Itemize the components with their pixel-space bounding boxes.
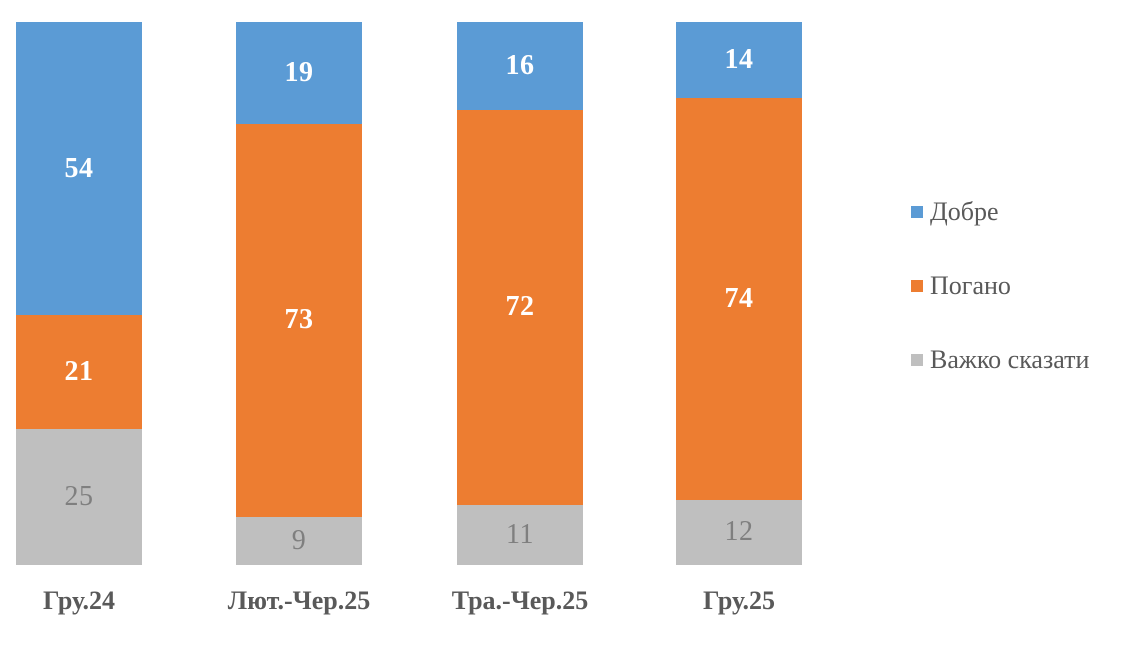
value-label: 12: [724, 516, 754, 548]
legend-item: Погано: [911, 273, 1089, 299]
legend-swatch-icon: [911, 206, 923, 218]
bar-segment: 21: [16, 315, 142, 430]
value-label: 11: [506, 518, 534, 550]
legend-item: Добре: [911, 199, 1089, 225]
bar-segment: 11: [457, 504, 583, 565]
bar-segment: 74: [676, 98, 802, 500]
bar-segment: 9: [236, 516, 362, 565]
bar-segment: 25: [16, 429, 142, 565]
bar-column: 16 72 11: [457, 22, 583, 565]
legend-swatch-icon: [911, 280, 923, 292]
x-axis-label: Гру.24: [43, 586, 115, 615]
bar-segment: 72: [457, 109, 583, 505]
value-label: 72: [505, 291, 535, 323]
legend-swatch-icon: [911, 354, 923, 366]
bar-segment: 14: [676, 22, 802, 99]
value-label: 21: [64, 356, 94, 388]
bar-column: 54 21 25: [16, 22, 142, 565]
legend-label: Погано: [930, 271, 1011, 300]
value-label: 54: [64, 152, 94, 184]
value-label: 14: [724, 44, 754, 75]
value-label: 25: [64, 481, 94, 513]
bar-segment: 12: [676, 499, 802, 565]
bar-column: 19 73 9: [236, 22, 362, 565]
legend-label: Важко сказати: [930, 345, 1090, 374]
bar-segment: 16: [457, 22, 583, 110]
value-label: 73: [284, 304, 314, 336]
bar-column: 14 74 12: [676, 22, 802, 565]
bar-segment: 73: [236, 124, 362, 517]
x-axis-label: Тра.-Чер.25: [451, 586, 589, 615]
plot-area: 54 21 25 19 73 9 16 72 11 14 74 12: [16, 22, 802, 565]
value-label: 19: [284, 57, 314, 89]
legend-label: Добре: [930, 197, 999, 226]
x-axis-label: Лют.-Чер.25: [227, 586, 371, 615]
legend-item: Важко сказати: [911, 347, 1089, 373]
value-label: 16: [505, 49, 535, 81]
legend: Добре Погано Важко сказати: [911, 199, 1089, 373]
x-axis-label: Гру.25: [703, 586, 775, 615]
bar-segment: 54: [16, 22, 142, 316]
value-label: 74: [724, 282, 754, 314]
value-label: 9: [291, 524, 307, 556]
bar-segment: 19: [236, 22, 362, 125]
